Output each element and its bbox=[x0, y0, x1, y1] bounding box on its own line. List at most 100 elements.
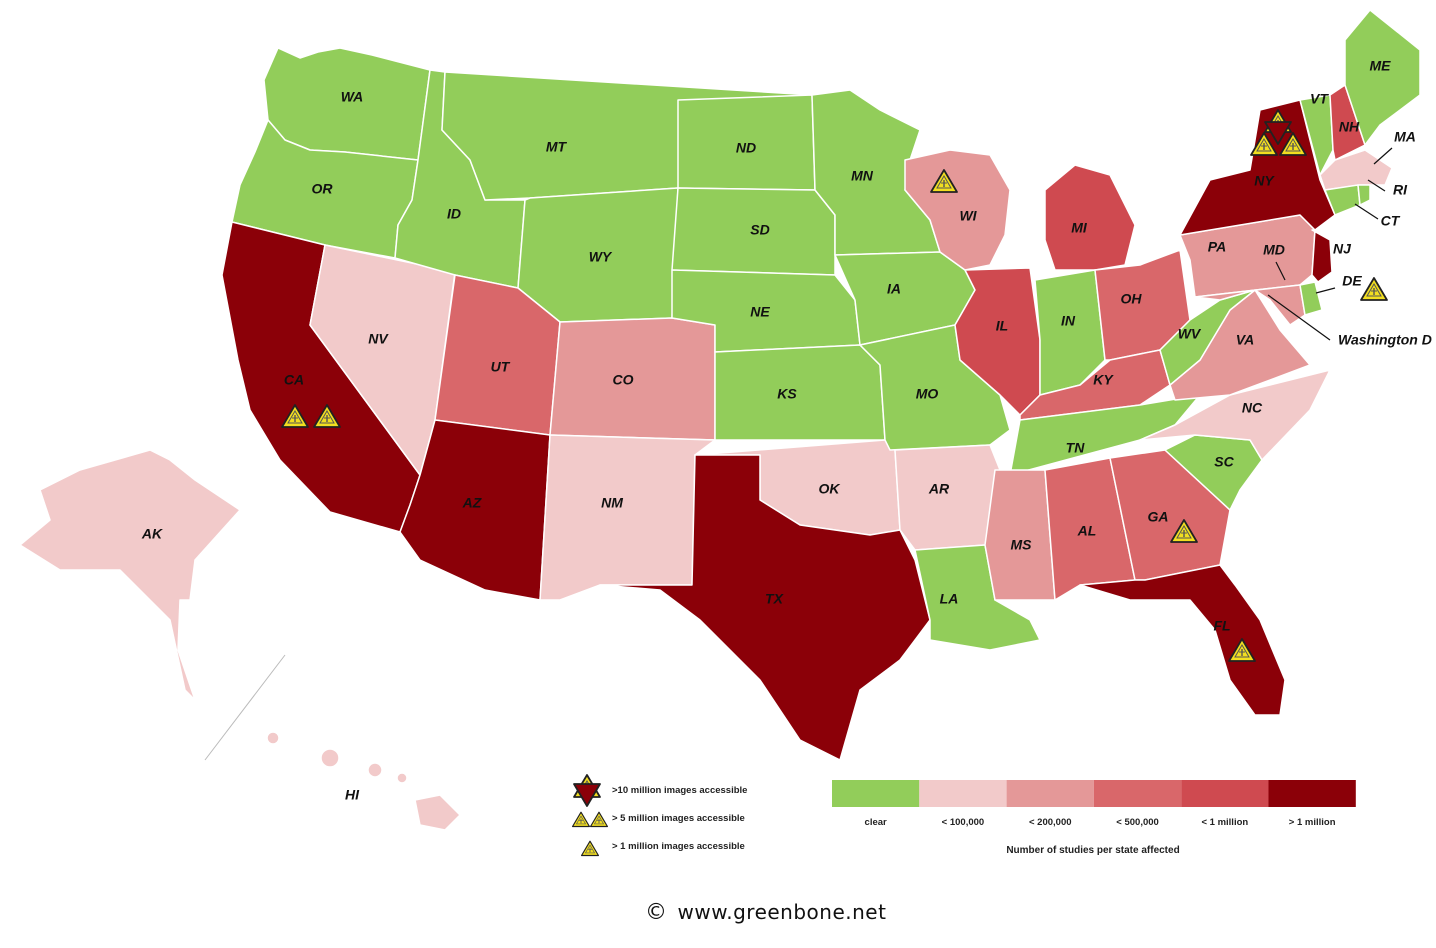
label-MI: MI bbox=[1071, 220, 1088, 236]
website-link[interactable]: www.greenbone.net bbox=[677, 900, 887, 924]
leader-MD bbox=[1275, 261, 1286, 281]
label-DC: Washington D bbox=[1338, 332, 1432, 348]
state-NM[interactable] bbox=[539, 434, 716, 601]
label-OK: OK bbox=[819, 481, 841, 497]
triple-warning-icon bbox=[573, 774, 601, 807]
label-CT: CT bbox=[1381, 213, 1401, 229]
label-CO: CO bbox=[613, 372, 634, 388]
label-AZ: AZ bbox=[462, 495, 482, 511]
label-FL: FL bbox=[1213, 618, 1230, 634]
label-KS: KS bbox=[777, 386, 797, 402]
label-IL: IL bbox=[996, 318, 1008, 334]
label-ID: ID bbox=[447, 206, 461, 222]
legend-label-lt1m: < 1 million bbox=[1201, 817, 1248, 828]
label-LA: LA bbox=[940, 591, 959, 607]
warning-legend: >10 million images accessible > 5 millio… bbox=[571, 774, 747, 857]
label-OR: OR bbox=[312, 181, 334, 197]
copyright-icon: © bbox=[645, 900, 668, 925]
legend-label-lt500k: < 500,000 bbox=[1116, 817, 1159, 828]
legend-warning-1m: > 1 million images accessible bbox=[612, 841, 745, 852]
state-AR[interactable] bbox=[894, 444, 1001, 551]
state-NH[interactable] bbox=[1329, 84, 1366, 161]
leader-RI bbox=[1367, 179, 1386, 192]
copyright-footer: © www.greenbone.net bbox=[645, 900, 886, 925]
label-AK: AK bbox=[141, 526, 163, 542]
label-UT: UT bbox=[491, 359, 511, 375]
leader-MA bbox=[1373, 147, 1393, 165]
state-MS[interactable] bbox=[984, 469, 1056, 601]
label-NE: NE bbox=[750, 304, 770, 320]
state-ME[interactable] bbox=[1344, 9, 1421, 146]
label-CA: CA bbox=[284, 372, 304, 388]
label-SC: SC bbox=[1214, 454, 1234, 470]
legend-swatch-lt100k bbox=[919, 780, 1007, 807]
label-GA: GA bbox=[1148, 509, 1169, 525]
state-TX[interactable] bbox=[599, 454, 931, 761]
state-HI[interactable] bbox=[266, 731, 461, 831]
label-SD: SD bbox=[750, 222, 769, 238]
label-MD: MD bbox=[1263, 242, 1285, 258]
label-MS: MS bbox=[1011, 537, 1033, 553]
label-NJ: NJ bbox=[1333, 241, 1352, 257]
label-TN: TN bbox=[1066, 440, 1086, 456]
label-NY: NY bbox=[1254, 173, 1275, 189]
label-ND: ND bbox=[736, 140, 756, 156]
legend-swatch-lt200k bbox=[1006, 780, 1094, 807]
label-MN: MN bbox=[851, 168, 874, 184]
state-WI[interactable] bbox=[904, 149, 1011, 271]
label-WA: WA bbox=[341, 89, 364, 105]
label-DE: DE bbox=[1342, 273, 1362, 289]
state-WV[interactable] bbox=[1159, 289, 1256, 386]
leader-DE bbox=[1315, 287, 1336, 294]
label-TX: TX bbox=[765, 591, 785, 607]
legend-warning-5m: > 5 million images accessible bbox=[612, 813, 745, 824]
label-NV: NV bbox=[368, 331, 389, 347]
state-KS[interactable] bbox=[714, 344, 886, 441]
label-WV: WV bbox=[1178, 326, 1202, 342]
label-OH: OH bbox=[1121, 291, 1143, 307]
leader-DC bbox=[1267, 294, 1331, 341]
label-PA: PA bbox=[1208, 239, 1226, 255]
color-scale-legend: clear < 100,000 < 200,000 < 500,000 < 1 mill… bbox=[832, 780, 1356, 828]
state-IL[interactable] bbox=[954, 267, 1041, 416]
label-MT: MT bbox=[546, 139, 568, 155]
label-NM: NM bbox=[601, 495, 623, 511]
label-RI: RI bbox=[1393, 182, 1408, 198]
state-MA[interactable] bbox=[1319, 149, 1393, 191]
label-AR: AR bbox=[928, 481, 950, 497]
legend-swatch-lt500k bbox=[1093, 780, 1182, 807]
label-NC: NC bbox=[1242, 400, 1263, 416]
state-NJ[interactable] bbox=[1311, 229, 1333, 283]
state-MI[interactable] bbox=[1044, 164, 1136, 271]
legend-label-lt100k: < 100,000 bbox=[942, 817, 985, 828]
label-ME: ME bbox=[1370, 58, 1392, 74]
double-warning-icon bbox=[571, 811, 609, 828]
label-NH: NH bbox=[1339, 119, 1360, 135]
single-warning-icon bbox=[580, 840, 600, 857]
legend-warning-10m: >10 million images accessible bbox=[612, 785, 747, 796]
label-WY: WY bbox=[589, 249, 613, 265]
state-NC[interactable] bbox=[1139, 369, 1331, 461]
legend-swatch-lt1m bbox=[1181, 780, 1269, 807]
legend-swatch-gt1m bbox=[1268, 780, 1356, 807]
label-KY: KY bbox=[1093, 372, 1114, 388]
label-VA: VA bbox=[1236, 332, 1254, 348]
label-AL: AL bbox=[1077, 523, 1097, 539]
label-IN: IN bbox=[1061, 313, 1076, 329]
state-FL[interactable] bbox=[1079, 564, 1286, 716]
legend-label-gt1m: > 1 million bbox=[1289, 817, 1336, 828]
legend-label-lt200k: < 200,000 bbox=[1029, 817, 1072, 828]
label-HI: HI bbox=[345, 787, 360, 803]
alaska-inset-divider bbox=[204, 654, 286, 761]
label-IA: IA bbox=[887, 281, 901, 297]
label-MO: MO bbox=[916, 386, 939, 402]
state-RI[interactable] bbox=[1357, 184, 1371, 206]
legend-caption: Number of studies per state affected bbox=[1006, 845, 1179, 856]
state-AK[interactable] bbox=[19, 449, 241, 701]
state-DE[interactable] bbox=[1299, 281, 1323, 316]
legend-swatch-clear bbox=[832, 780, 920, 807]
warning-icon-DE bbox=[1360, 277, 1388, 301]
leader-CT bbox=[1354, 203, 1379, 220]
label-WI: WI bbox=[959, 208, 977, 224]
